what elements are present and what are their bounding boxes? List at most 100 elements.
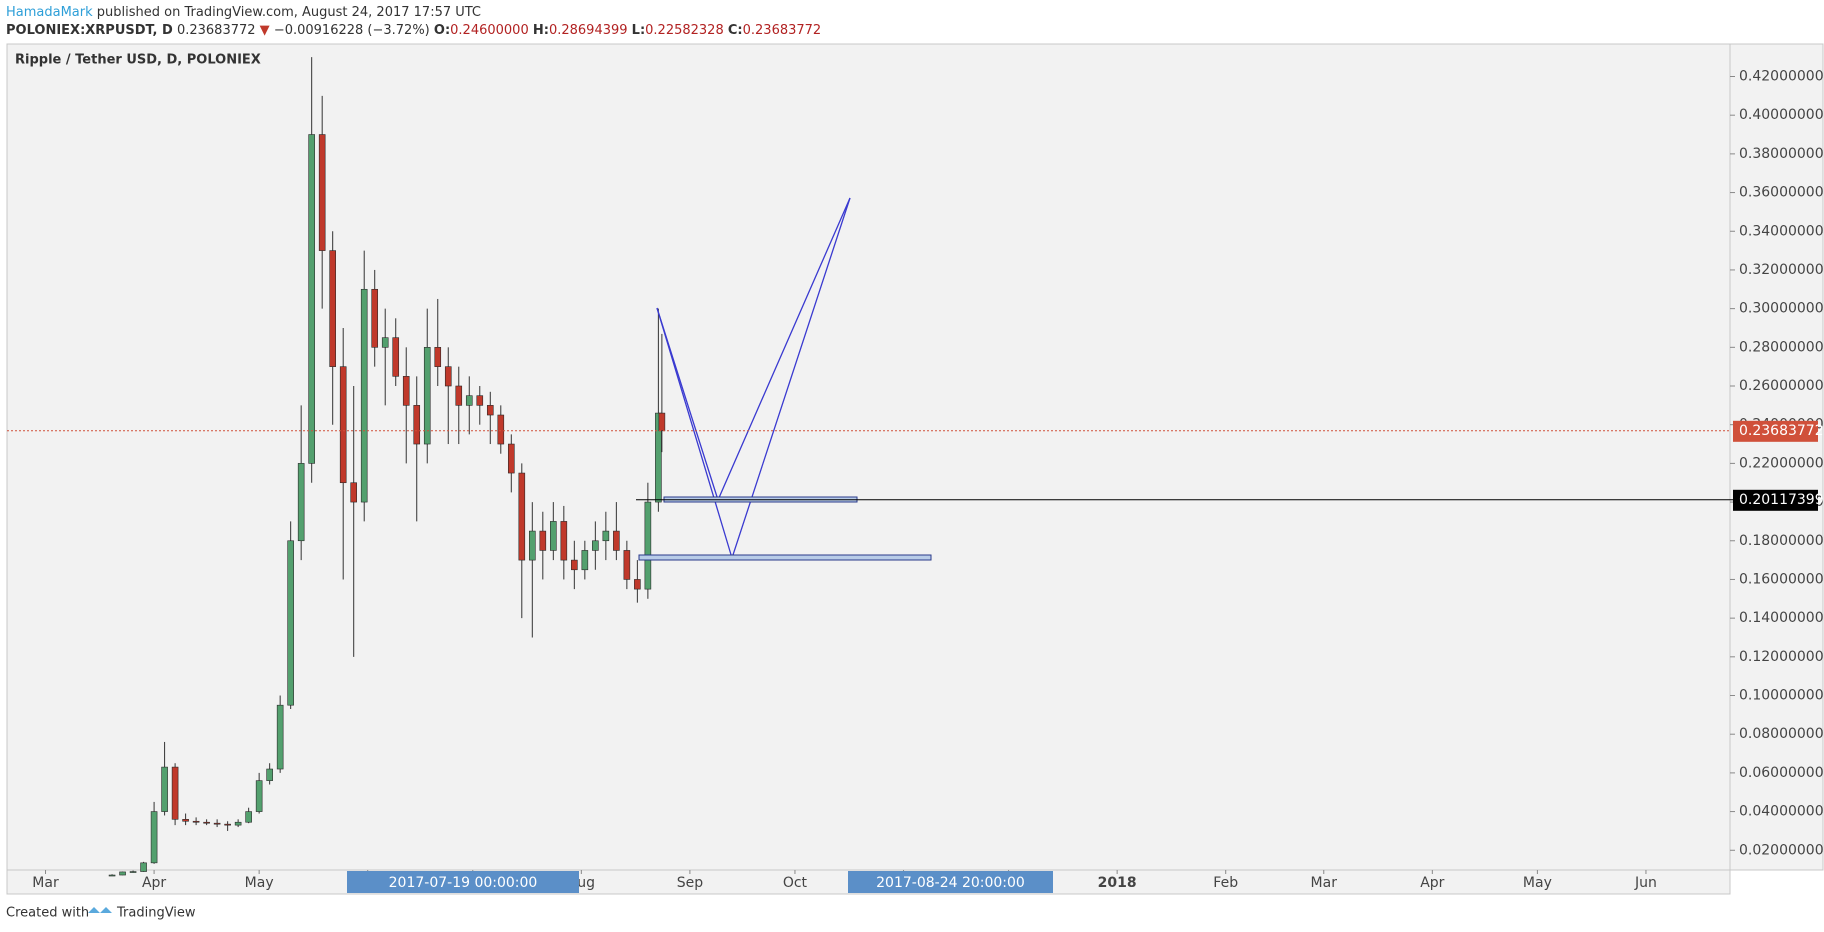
change: −0.00916228 (−3.72%) (274, 23, 430, 38)
candle-body (381, 337, 389, 348)
brand[interactable]: TradingView (116, 906, 196, 921)
marks (108, 57, 666, 877)
candle-body (182, 819, 189, 822)
y-tick-label: 0.04000000 (1739, 804, 1824, 820)
candle-body (518, 472, 526, 561)
crosshair-box (347, 871, 579, 893)
x-tick-label: Apr (1420, 875, 1444, 891)
plot-area (6, 43, 1731, 871)
last-price-label: 0.23683772 (1739, 423, 1824, 439)
chart-title: Ripple / Tether USD, D, POLONIEX (15, 53, 261, 68)
x-tick-label: Feb (1213, 875, 1238, 891)
y-tick-label: 0.42000000 (1739, 68, 1824, 84)
candle-body (308, 134, 315, 464)
author[interactable]: HamadaMark (6, 5, 93, 20)
last: 0.23683772 (177, 23, 256, 38)
candle-body (658, 412, 666, 432)
y-tick-label: 0.32000000 (1739, 262, 1824, 278)
price-axis (1729, 43, 1824, 871)
arrow: ▼ (260, 23, 270, 38)
level-box (1733, 489, 1818, 511)
candle-body (623, 550, 631, 580)
candle-body (571, 559, 578, 571)
candle-body (413, 405, 421, 445)
candle-body (129, 871, 137, 873)
candle-body (119, 871, 126, 876)
x-tick-label: Apr (142, 875, 166, 891)
candle-body (329, 250, 336, 367)
candle-body (644, 501, 652, 590)
y-tick-label: 0.26000000 (1739, 378, 1824, 394)
l-label: L: (632, 23, 645, 38)
symbol-line: POLONIEX:XRPUSDT, D 0.23683772 ▼ −0.0091… (6, 23, 821, 38)
candle-body (423, 347, 431, 445)
x-tick-label: Sep (677, 875, 704, 891)
candle-body (161, 766, 168, 812)
candle-body (655, 412, 662, 503)
candle-body (297, 463, 305, 542)
candle-body (634, 579, 641, 590)
candle-body (592, 540, 599, 551)
y-tick-label: 0.40000000 (1739, 107, 1824, 123)
x-tick-label: Oct (783, 875, 808, 891)
candle-body (339, 366, 347, 484)
c-label: C: (728, 23, 743, 38)
y-tick-label: 0.16000000 (1739, 571, 1824, 587)
h: 0.28694399 (549, 23, 628, 38)
h-label: H: (533, 23, 549, 38)
candle-body (318, 134, 326, 251)
y-tick-label: 0.12000000 (1739, 649, 1824, 665)
candle-body (171, 766, 179, 820)
y-tick-label: 0.10000000 (1739, 688, 1824, 704)
y-tick-label: 0.34000000 (1739, 223, 1824, 239)
c: 0.23683772 (743, 23, 822, 38)
level-label: 0.20117399 (1739, 492, 1824, 508)
candle-body (350, 482, 358, 503)
candle-body (465, 395, 473, 406)
y-tick-label: 0.22000000 (1739, 455, 1824, 471)
y-tick-label: 0.06000000 (1739, 765, 1824, 781)
candle-body (476, 395, 484, 406)
candle-body (203, 821, 210, 824)
candle-body (539, 530, 547, 551)
zone-box[interactable] (638, 554, 932, 561)
candle-body (560, 521, 568, 561)
candle-body (140, 862, 147, 872)
candle-body (224, 823, 231, 826)
y-tick-label: 0.18000000 (1739, 533, 1824, 549)
y-tick-label: 0.28000000 (1739, 339, 1824, 355)
candle-body (581, 550, 589, 571)
candle-body (529, 530, 536, 561)
x-tick-label: Mar (32, 875, 59, 891)
candle-body (234, 821, 242, 826)
created-with: Created with (6, 906, 89, 921)
y-tick-label: 0.38000000 (1739, 146, 1824, 162)
crosshair-box (848, 871, 1053, 893)
candle-body (360, 288, 368, 503)
y-tick-label: 0.08000000 (1739, 726, 1824, 742)
candle-body (276, 704, 284, 770)
candle-body (213, 822, 221, 825)
candle-body (497, 414, 505, 445)
candle-body (402, 376, 410, 406)
y-tick-label: 0.36000000 (1739, 185, 1824, 201)
published: published on TradingView.com, August 24,… (97, 5, 481, 20)
candle-body (392, 337, 400, 377)
candle-body (108, 874, 116, 877)
candle-body (486, 405, 494, 416)
candle-body (455, 385, 463, 406)
crosshair-label: 2017-07-19 00:00:00 (389, 875, 538, 891)
publish-line: HamadaMark published on TradingView.com,… (6, 5, 481, 20)
candle-body (287, 540, 294, 706)
y-tick-label: 0.02000000 (1739, 842, 1824, 858)
crosshair-label: 2017-08-24 20:00:00 (876, 875, 1025, 891)
candle-body (444, 366, 452, 387)
symbol: POLONIEX:XRPUSDT, D (6, 23, 173, 38)
candle-body (613, 530, 620, 551)
x-tick-label: May (245, 875, 274, 891)
y-tick-label: 0.30000000 (1739, 301, 1824, 317)
candle-body (255, 780, 263, 812)
o-label: O: (434, 23, 450, 38)
candle-body (371, 288, 379, 348)
